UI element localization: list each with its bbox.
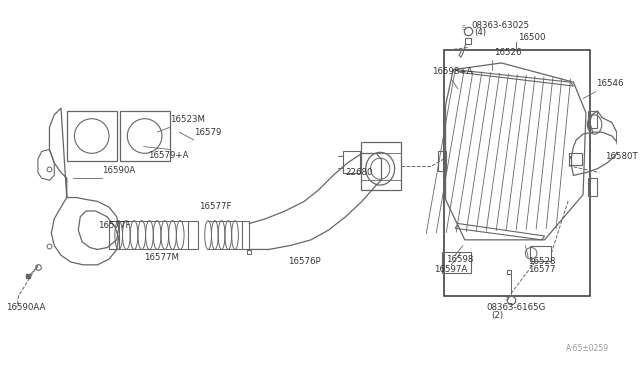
Bar [444, 51, 590, 296]
Text: 16523M: 16523M [170, 115, 205, 125]
Bar [361, 142, 401, 190]
Bar [438, 151, 445, 171]
Text: 16579+A: 16579+A [148, 151, 188, 160]
Text: 16577F: 16577F [97, 221, 130, 230]
Text: 16598: 16598 [445, 255, 473, 264]
Bar [120, 111, 170, 161]
Text: 16577: 16577 [528, 265, 556, 274]
Text: 16526: 16526 [493, 48, 521, 57]
Text: 16546: 16546 [596, 79, 623, 88]
Bar [588, 111, 598, 128]
Bar [109, 221, 118, 250]
Text: S: S [505, 295, 509, 301]
Text: 08363-63025: 08363-63025 [472, 20, 530, 30]
Bar [242, 221, 250, 250]
Text: S: S [461, 25, 466, 31]
Bar [568, 153, 582, 165]
Text: 16576P: 16576P [288, 257, 321, 266]
Bar [530, 246, 551, 261]
Bar [188, 221, 198, 250]
Text: 16590A: 16590A [102, 166, 136, 176]
Text: 16528: 16528 [528, 257, 556, 266]
Text: 16597A: 16597A [434, 265, 467, 274]
Text: (2): (2) [492, 311, 504, 320]
Text: 16590AA: 16590AA [6, 303, 45, 312]
Text: 16579: 16579 [194, 128, 221, 137]
Bar [67, 111, 116, 161]
Text: 16598+A: 16598+A [432, 67, 472, 76]
Text: (4): (4) [474, 28, 486, 37]
Bar [342, 151, 360, 173]
Bar [442, 252, 470, 273]
Text: 16577F: 16577F [200, 202, 232, 211]
Text: 22680: 22680 [346, 168, 373, 177]
Bar [588, 178, 598, 196]
Text: A·65±0259: A·65±0259 [566, 344, 609, 353]
Text: 08363-6165G: 08363-6165G [486, 303, 545, 312]
Text: 16500: 16500 [518, 33, 545, 42]
Text: 16580T: 16580T [605, 152, 638, 161]
Text: 16577M: 16577M [143, 253, 179, 262]
